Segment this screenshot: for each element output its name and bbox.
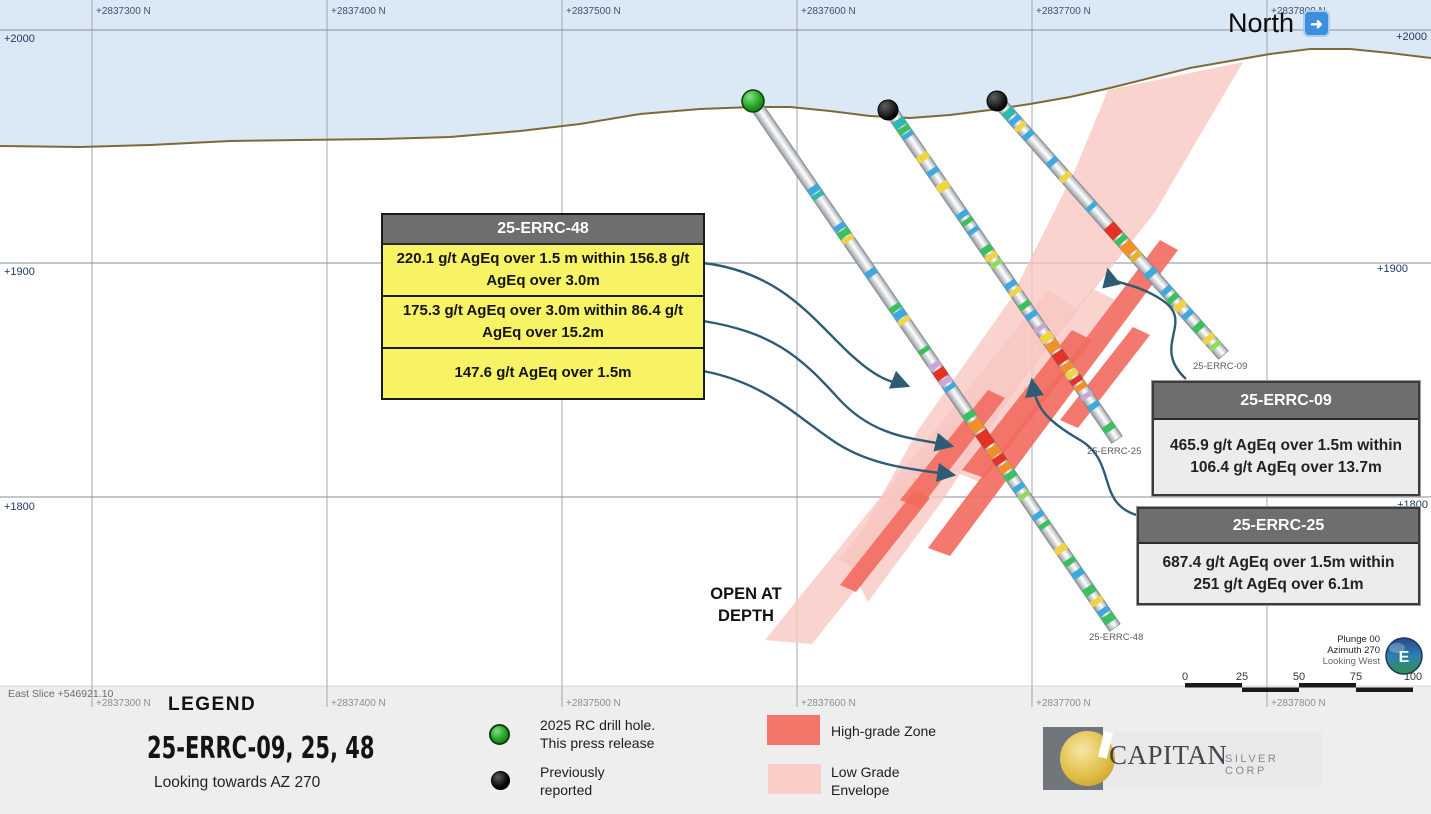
terrain-surface-line xyxy=(0,48,1431,149)
compass-globe-icon: E xyxy=(1385,637,1423,675)
svg-text:+2837600 N: +2837600 N xyxy=(801,698,856,709)
svg-text:+2837400 N: +2837400 N xyxy=(331,698,386,709)
hole-label-errc25: 25-ERRC-25 xyxy=(1087,446,1141,457)
svg-text:0: 0 xyxy=(1182,671,1188,683)
legend-new-drillhole-label: 2025 RC drill hole. This press release xyxy=(540,717,656,751)
callout-leader-arrows xyxy=(702,261,1187,518)
svg-text:+1900: +1900 xyxy=(4,266,35,278)
legend-new-drillhole-icon xyxy=(489,724,510,745)
legend-low-grade-label: Low Grade Envelope xyxy=(831,764,900,798)
sky-region xyxy=(0,0,1431,147)
north-arrow-icon: ➜ xyxy=(1303,10,1331,37)
svg-text:50: 50 xyxy=(1293,671,1305,683)
drill-trace-errc09 xyxy=(991,95,1229,360)
northing-labels-bottom: +2837300 N +2837400 N +2837500 N +283760… xyxy=(96,698,1326,709)
legend-high-grade-swatch xyxy=(767,715,820,745)
east-slice-label: East Slice +546921.10 xyxy=(8,688,114,700)
svg-text:+1900: +1900 xyxy=(1377,263,1408,275)
callout-errc48: 25-ERRC-48 220.1 g/t AgEq over 1.5 m wit… xyxy=(381,213,705,400)
collar-errc09-previous xyxy=(986,90,1008,112)
svg-text:+2837300 N: +2837300 N xyxy=(96,698,151,709)
legend-heading: LEGEND xyxy=(168,694,257,715)
capitan-silver-logo: CAPITAN SILVER CORP xyxy=(1043,727,1323,791)
callout-errc25-title: 25-ERRC-25 xyxy=(1139,509,1418,544)
callout-errc48-row2: 175.3 g/t AgEq over 3.0m within 86.4 g/t… xyxy=(383,296,703,349)
drill-trace-errc48 xyxy=(747,96,1121,632)
svg-text:+2837800 N: +2837800 N xyxy=(1271,698,1326,709)
north-indicator: North ➜ xyxy=(1228,8,1331,39)
svg-text:Azimuth 270: Azimuth 270 xyxy=(1327,645,1380,656)
svg-text:25: 25 xyxy=(1236,671,1248,683)
callout-errc25-body: 687.4 g/t AgEq over 1.5m within 251 g/t … xyxy=(1139,544,1418,603)
svg-text:E: E xyxy=(1399,649,1410,666)
svg-text:+2837800 N: +2837800 N xyxy=(1271,6,1326,17)
svg-text:+2000: +2000 xyxy=(1396,31,1427,43)
drill-trace-errc25 xyxy=(881,100,1123,444)
callout-errc25: 25-ERRC-25 687.4 g/t AgEq over 1.5m with… xyxy=(1137,507,1420,605)
logo-suffix: SILVER CORP xyxy=(1225,753,1279,777)
callout-errc48-row1: 220.1 g/t AgEq over 1.5 m within 156.8 g… xyxy=(383,245,703,297)
open-at-depth-annotation: OPEN AT DEPTH xyxy=(710,585,782,625)
callout-errc09-body: 465.9 g/t AgEq over 1.5m within 106.4 g/… xyxy=(1154,420,1418,494)
legend-previous-drillhole-icon xyxy=(491,771,510,790)
north-label: North xyxy=(1228,8,1295,38)
view-orientation-info: Plunge 00 Azimuth 270 Looking West xyxy=(1323,634,1381,667)
callout-errc48-row3: 147.6 g/t AgEq over 1.5m xyxy=(383,348,703,398)
collar-errc48-new-drillhole xyxy=(741,89,765,113)
svg-text:+2837400 N: +2837400 N xyxy=(331,6,386,17)
legend-low-grade-swatch xyxy=(768,764,821,794)
svg-text:75: 75 xyxy=(1350,671,1362,683)
collar-errc25-previous xyxy=(877,99,899,121)
svg-text:+2837500 N: +2837500 N xyxy=(566,698,621,709)
section-subtitle: Looking towards AZ 270 xyxy=(154,774,321,791)
callout-errc09-title: 25-ERRC-09 xyxy=(1154,383,1418,420)
svg-text:+2837700 N: +2837700 N xyxy=(1036,6,1091,17)
callout-errc09: 25-ERRC-09 465.9 g/t AgEq over 1.5m with… xyxy=(1152,381,1420,496)
svg-text:+2000: +2000 xyxy=(4,33,35,45)
svg-text:+1800: +1800 xyxy=(4,501,35,513)
svg-text:+2837500 N: +2837500 N xyxy=(566,6,621,17)
hole-label-errc48: 25-ERRC-48 xyxy=(1089,632,1143,643)
legend-previous-drillhole-label: Previously reported xyxy=(540,764,605,798)
northing-labels-top: +2837300 N +2837400 N +2837500 N +283760… xyxy=(96,6,1326,17)
svg-text:Looking West: Looking West xyxy=(1323,656,1381,667)
svg-text:Plunge 00: Plunge 00 xyxy=(1337,634,1380,645)
svg-text:+2837600 N: +2837600 N xyxy=(801,6,856,17)
section-title: 25-ERRC-09, 25, 48 xyxy=(147,731,375,766)
hole-label-errc09: 25-ERRC-09 xyxy=(1193,361,1247,372)
svg-text:+2837300 N: +2837300 N xyxy=(96,6,151,17)
logo-word: CAPITAN xyxy=(1109,740,1228,770)
svg-text:+2837700 N: +2837700 N xyxy=(1036,698,1091,709)
legend-high-grade-label: High-grade Zone xyxy=(831,723,937,739)
callout-errc48-title: 25-ERRC-48 xyxy=(383,215,703,245)
